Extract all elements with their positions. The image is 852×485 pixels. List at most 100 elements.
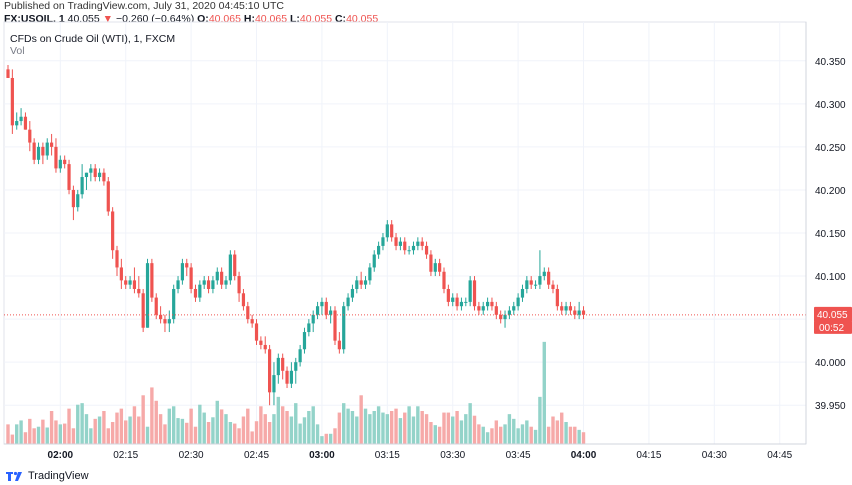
volume-bar: [250, 431, 254, 444]
volume-bar: [437, 426, 442, 444]
low-label: L:: [290, 13, 300, 25]
volume-bar: [276, 396, 281, 444]
candle: [32, 142, 36, 160]
volume-bar: [372, 411, 376, 444]
volume-bar: [498, 426, 503, 444]
candle: [342, 306, 346, 350]
volume-bar: [294, 403, 298, 444]
volume-bar: [442, 412, 446, 444]
candle: [159, 314, 163, 320]
volume-bar: [546, 426, 551, 444]
candle: [377, 245, 381, 255]
candle: [416, 241, 420, 246]
candle: [577, 310, 581, 315]
candle: [233, 254, 237, 277]
volume-bar: [89, 428, 93, 444]
volume-legend: Vol: [10, 45, 25, 57]
candle: [106, 181, 110, 212]
candle: [381, 237, 385, 246]
volume-bar: [84, 414, 89, 444]
volume-bar: [315, 424, 320, 444]
candle: [97, 172, 102, 178]
x-tick-label: 02:30: [179, 450, 204, 461]
candle: [45, 142, 49, 156]
candle: [507, 310, 511, 315]
candle: [337, 340, 341, 350]
volume-bar: [350, 411, 355, 444]
candle: [324, 301, 328, 315]
candle: [446, 288, 450, 302]
candle: [477, 306, 481, 311]
volume-bar: [219, 409, 224, 444]
volume-bar: [215, 400, 219, 444]
y-tick-label: 39.950: [815, 401, 846, 412]
volume-bar: [542, 341, 546, 444]
volume-bar: [124, 420, 128, 444]
candle: [76, 194, 80, 208]
volume-bar: [389, 411, 394, 444]
candle: [442, 271, 446, 289]
candle: [263, 344, 267, 350]
y-tick-label: 40.300: [815, 100, 846, 111]
candle: [372, 254, 376, 268]
candle: [329, 310, 333, 315]
volume-bar: [202, 412, 206, 444]
candle: [23, 116, 28, 130]
candle: [19, 116, 23, 122]
volume-bar: [577, 429, 581, 444]
candle: [54, 146, 58, 169]
y-tick-label: 40.100: [815, 272, 846, 283]
volume-bar: [41, 419, 45, 444]
volume-bar: [97, 416, 102, 444]
volume-bar: [28, 418, 32, 444]
volume-bar: [424, 414, 429, 444]
volume-bar: [337, 412, 342, 444]
volume-bar: [394, 408, 398, 444]
volume-bar: [49, 411, 54, 444]
volume-bar: [193, 426, 198, 444]
volume-bar: [320, 436, 324, 444]
candle: [36, 146, 41, 160]
candle: [355, 280, 359, 289]
volume-bar: [328, 433, 333, 444]
candle: [220, 271, 224, 285]
candle: [359, 280, 363, 285]
volume-bar: [411, 416, 416, 444]
y-tick-label: 40.000: [815, 358, 846, 369]
volume-bar: [163, 424, 167, 444]
y-tick-label: 40.250: [815, 143, 846, 154]
volume-bar: [206, 422, 211, 444]
x-tick-label: 04:00: [571, 450, 597, 461]
volume-bar: [302, 417, 307, 444]
candle: [241, 293, 246, 307]
volume-bar: [67, 408, 71, 444]
candle: [141, 293, 145, 328]
candle: [93, 168, 97, 178]
volume-bar: [158, 414, 163, 444]
volume-bar: [224, 414, 228, 444]
candle: [285, 370, 289, 384]
candle: [333, 310, 337, 341]
candle: [581, 310, 586, 315]
candle: [499, 314, 503, 320]
candle: [128, 280, 132, 285]
candle: [529, 280, 533, 285]
candle: [150, 263, 154, 298]
volume-bar: [23, 432, 28, 444]
candle: [411, 245, 416, 251]
volume-bar: [6, 424, 10, 444]
volume-bar: [333, 428, 337, 444]
volume-bar: [529, 426, 533, 444]
volume-bar: [267, 422, 272, 444]
volume-bar: [464, 414, 468, 444]
candle: [84, 172, 89, 178]
x-tick-label: 04:30: [702, 450, 727, 461]
volume-bar: [573, 426, 577, 444]
volume-bar: [62, 423, 67, 444]
candle: [538, 276, 542, 285]
volume-bar: [560, 412, 564, 444]
candle: [481, 306, 485, 311]
candle: [311, 314, 315, 324]
candle: [455, 297, 459, 307]
